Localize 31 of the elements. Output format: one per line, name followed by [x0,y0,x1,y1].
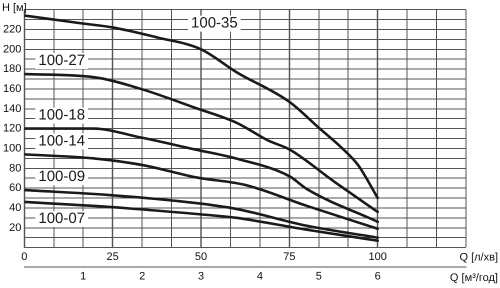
y-tick-label: 220 [2,23,22,36]
x2-tick-label: 3 [198,270,204,282]
x-axis-title: Q [л/хв] [459,252,498,264]
y-tick-label: 180 [2,63,22,76]
x2-tick-label: 2 [139,270,146,282]
series-label: 100-09 [38,168,86,186]
y-tick-label: 60 [9,182,22,194]
series-label: 100-27 [38,52,86,70]
y-tick-label: 200 [2,43,22,56]
y-tick-label: 160 [2,82,22,95]
series-label: 100-07 [38,210,86,228]
y-tick-label: 100 [2,142,22,154]
series-label: 100-14 [38,132,86,150]
y-tick-label: 140 [2,102,22,115]
x2-tick-label: 6 [374,270,381,282]
x2-axis-title: Q [м³/год] [450,272,498,284]
y-tick-label: 120 [2,122,22,135]
x-tick-label: 100 [368,251,387,264]
series-label: 100-18 [38,106,86,124]
y-tick-label: 40 [9,202,22,214]
series-label: 100-35 [191,14,238,32]
x2-tick-label: 1 [80,270,86,282]
x2-tick-label: 4 [256,270,263,282]
y-tick-label: 80 [9,162,22,174]
x-tick-label: 75 [283,251,296,264]
y-tick-label: 20 [9,222,22,234]
x2-tick-label: 5 [316,270,322,282]
x-tick-label: 25 [106,251,119,264]
x-tick-label: 0 [21,251,28,264]
y-axis-title: H [м] [2,2,27,14]
x-tick-label: 50 [194,251,208,264]
